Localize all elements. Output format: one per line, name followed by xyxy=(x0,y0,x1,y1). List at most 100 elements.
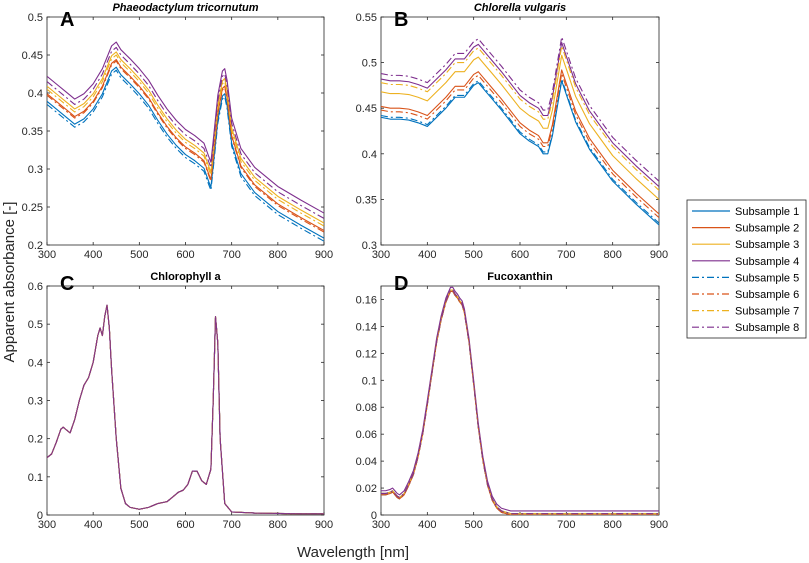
x-tick-label: 500 xyxy=(464,519,482,531)
series-line-8 xyxy=(47,46,324,219)
panel-letter-a: A xyxy=(60,9,74,31)
x-tick-label: 300 xyxy=(372,249,390,261)
y-tick-label: 0.25 xyxy=(22,202,43,214)
y-tick-label: 0.55 xyxy=(356,12,377,24)
panel-title-a: Phaeodactylum tricornutum xyxy=(112,2,258,14)
y-tick-label: 0.35 xyxy=(22,126,43,138)
legend-label-6: Subsample 6 xyxy=(735,289,799,301)
y-tick-label: 0.14 xyxy=(356,321,377,333)
y-tick-label: 0.4 xyxy=(28,357,43,369)
x-tick-label: 400 xyxy=(84,519,102,531)
y-tick-label: 0.5 xyxy=(28,319,43,331)
series-line-8 xyxy=(47,304,324,515)
series-line-2 xyxy=(381,290,659,515)
legend-label-3: Subsample 3 xyxy=(735,239,799,251)
x-tick-label: 700 xyxy=(222,249,240,261)
y-tick-label: 0 xyxy=(37,510,43,522)
panel-letter-d: D xyxy=(394,273,408,295)
axes-box xyxy=(46,285,325,516)
series-line-6 xyxy=(381,72,659,219)
axes-box xyxy=(46,16,325,246)
y-tick-label: 0.02 xyxy=(356,483,377,495)
series-line-7 xyxy=(47,54,324,227)
x-axis-label: Wavelength [nm] xyxy=(297,544,409,561)
plot-area-a: 300 400 500 600 700 800 900 0.2 0.25 0.3 0.35 0.4 0.… xyxy=(22,12,334,261)
series-line-3 xyxy=(47,304,324,515)
x-tick-label: 700 xyxy=(222,519,240,531)
legend-label-2: Subsample 2 xyxy=(735,223,799,235)
series-line-3 xyxy=(381,54,659,200)
axes-box xyxy=(380,16,660,246)
x-tick-label: 500 xyxy=(130,519,148,531)
plot-area-d: 300 400 500 600 700 800 900 0 0.02 0.04 0.06 0.08 0.… xyxy=(356,285,668,531)
panel-d: D Fucoxanthin 300 400 500 600 700 800 900 0 0.02… xyxy=(356,271,669,531)
series-line-8 xyxy=(381,36,659,182)
x-tick-label: 700 xyxy=(557,519,575,531)
series-group xyxy=(47,41,324,242)
plot-area-b: 300 400 500 600 700 800 900 0.3 0.35 0.4 0.45 0.5 0.… xyxy=(356,12,669,261)
series-line-5 xyxy=(381,290,659,515)
series-line-8 xyxy=(381,289,659,515)
y-tick-label: 0.3 xyxy=(28,164,43,176)
series-line-3 xyxy=(47,51,324,224)
series-line-2 xyxy=(47,59,324,232)
x-tick-label: 900 xyxy=(315,249,333,261)
series-group xyxy=(381,286,659,515)
y-tick-label: 0.12 xyxy=(356,348,377,360)
y-tick-label: 0.16 xyxy=(356,294,377,306)
series-line-5 xyxy=(47,69,324,242)
x-tick-label: 400 xyxy=(418,519,436,531)
x-tick-label: 400 xyxy=(84,249,102,261)
y-axis-label: Apparent absorbance [-] xyxy=(1,202,18,363)
x-tick-label: 500 xyxy=(130,249,148,261)
x-tick-label: 800 xyxy=(603,249,621,261)
x-tick-label: 700 xyxy=(557,249,575,261)
x-tick-label: 900 xyxy=(315,519,333,531)
x-tick-label: 800 xyxy=(269,519,287,531)
series-line-6 xyxy=(381,290,659,515)
series-line-4 xyxy=(381,286,659,512)
y-tick-label: 0.35 xyxy=(356,194,377,206)
x-tick-label: 600 xyxy=(176,519,194,531)
series-line-2 xyxy=(47,304,324,515)
series-line-1 xyxy=(47,304,324,515)
series-line-4 xyxy=(381,41,659,188)
x-tick-label: 300 xyxy=(38,249,56,261)
series-line-3 xyxy=(381,289,659,515)
x-tick-label: 400 xyxy=(418,249,436,261)
series-line-1 xyxy=(381,80,659,226)
series-group xyxy=(47,304,324,515)
y-tick-label: 0.1 xyxy=(362,375,377,387)
x-tick-label: 600 xyxy=(511,249,529,261)
panel-a: A Phaeodactylum tricornutum 300 400 500 600… xyxy=(22,2,334,261)
series-line-6 xyxy=(47,304,324,515)
x-tick-label: 900 xyxy=(650,249,668,261)
y-tick-label: 0.5 xyxy=(362,58,377,70)
x-tick-label: 300 xyxy=(372,519,390,531)
series-line-7 xyxy=(381,289,659,515)
legend-box xyxy=(686,199,807,339)
series-line-7 xyxy=(381,45,659,191)
series-line-5 xyxy=(381,78,659,224)
x-tick-label: 300 xyxy=(38,519,56,531)
panel-c: C Chlorophyll a 300 400 500 600 700 800 900 0 0.… xyxy=(28,271,333,531)
y-tick-label: 0.2 xyxy=(28,434,43,446)
y-tick-label: 0.45 xyxy=(22,50,43,62)
y-tick-label: 0.1 xyxy=(28,472,43,484)
x-tick-label: 900 xyxy=(650,519,668,531)
series-line-4 xyxy=(47,304,324,515)
series-line-6 xyxy=(47,60,324,233)
x-tick-label: 800 xyxy=(603,519,621,531)
y-tick-label: 0.45 xyxy=(356,103,377,115)
y-tick-label: 0.3 xyxy=(362,240,377,252)
panel-letter-c: C xyxy=(60,273,74,295)
legend-label-8: Subsample 8 xyxy=(735,322,799,334)
legend-label-5: Subsample 5 xyxy=(735,272,799,284)
plot-area-c: 300 400 500 600 700 800 900 0 0.1 0.2 0.3 0.4 0.5 0.6 xyxy=(28,281,333,531)
panel-letter-b: B xyxy=(394,9,408,31)
x-tick-label: 600 xyxy=(511,519,529,531)
x-tick-label: 800 xyxy=(269,249,287,261)
panel-title-b: Chlorella vulgaris xyxy=(474,2,566,14)
series-group xyxy=(381,36,659,226)
